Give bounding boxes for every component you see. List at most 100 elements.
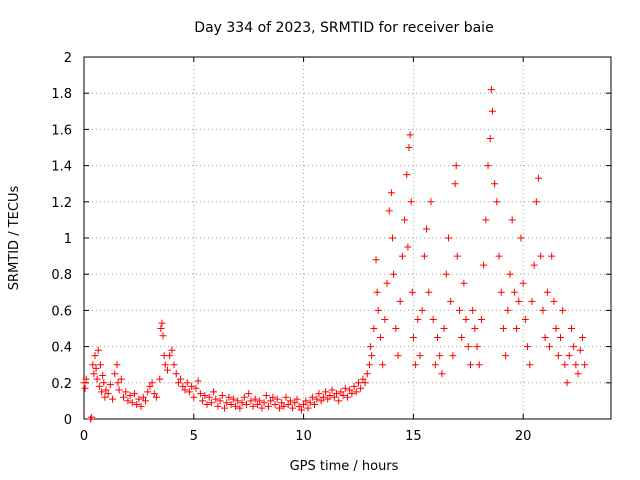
data-point	[398, 252, 406, 260]
data-point	[179, 382, 187, 390]
data-point	[87, 415, 95, 423]
x-tick-labels: 0 5 10 15 20	[80, 429, 532, 444]
data-point	[396, 297, 404, 305]
data-point	[354, 379, 362, 387]
data-point	[392, 325, 400, 332]
data-point	[466, 361, 474, 369]
data-point	[381, 315, 389, 323]
data-point	[445, 234, 453, 242]
data-point	[273, 395, 281, 403]
data-point	[94, 346, 102, 354]
data-point	[499, 325, 507, 332]
data-point	[484, 162, 492, 170]
data-point	[225, 393, 233, 401]
y-tick-label: 0.6	[51, 304, 72, 319]
data-point	[317, 397, 325, 405]
data-point	[335, 397, 343, 405]
data-points	[80, 86, 589, 423]
data-point	[251, 395, 259, 403]
data-point	[409, 334, 417, 342]
data-point	[412, 361, 420, 369]
data-point	[90, 370, 98, 378]
data-point	[275, 404, 283, 412]
data-point	[451, 180, 459, 188]
data-point	[174, 379, 182, 387]
data-point	[420, 252, 428, 260]
data-point	[487, 86, 495, 94]
data-point	[223, 399, 231, 407]
y-tick-label: 0.2	[51, 377, 72, 392]
data-point	[372, 256, 380, 264]
data-point	[563, 379, 571, 387]
data-point	[348, 390, 356, 398]
data-point	[232, 402, 240, 410]
data-point	[267, 397, 275, 405]
data-point	[361, 379, 369, 387]
data-point	[418, 306, 426, 314]
data-point	[434, 334, 442, 342]
data-point	[552, 325, 560, 332]
data-point	[374, 306, 382, 314]
data-point	[168, 346, 176, 354]
data-point	[99, 372, 107, 380]
data-point	[376, 334, 384, 342]
y-tick-label: 1	[64, 232, 72, 247]
data-point	[293, 395, 301, 403]
data-point	[495, 252, 503, 260]
data-point	[291, 399, 299, 407]
data-point	[128, 399, 136, 407]
data-point	[156, 375, 164, 383]
data-point	[515, 297, 523, 305]
data-point	[113, 361, 121, 369]
data-point	[408, 288, 416, 296]
data-point	[438, 370, 446, 378]
data-point	[249, 402, 257, 410]
data-point	[240, 393, 248, 401]
data-point	[163, 366, 171, 374]
data-point	[302, 397, 310, 405]
data-point	[469, 306, 477, 314]
data-point	[493, 198, 501, 206]
data-point	[196, 390, 204, 398]
data-point	[352, 388, 360, 396]
data-point	[297, 406, 305, 414]
data-point	[100, 379, 108, 387]
data-point	[188, 382, 196, 390]
data-point	[216, 397, 224, 405]
data-point	[379, 361, 387, 369]
data-point	[543, 288, 551, 296]
data-point	[91, 352, 99, 360]
data-point	[144, 388, 152, 396]
data-point	[556, 334, 564, 342]
data-point	[229, 395, 237, 403]
data-point	[242, 401, 250, 409]
data-point	[177, 375, 185, 383]
data-point	[271, 401, 279, 409]
data-point	[416, 352, 424, 360]
data-point	[269, 393, 277, 401]
data-point	[98, 388, 106, 396]
data-point	[295, 402, 303, 410]
data-point	[214, 402, 222, 410]
data-point	[210, 388, 218, 396]
data-point	[117, 375, 125, 383]
data-point	[548, 252, 556, 260]
data-point	[139, 393, 147, 401]
data-point	[504, 306, 512, 314]
data-point	[480, 261, 488, 269]
data-point	[373, 288, 381, 296]
data-point	[385, 207, 393, 215]
y-axis-label: SRMTID / TECUs	[7, 186, 22, 291]
data-point	[315, 390, 323, 398]
data-point	[440, 325, 448, 332]
data-point	[524, 343, 532, 351]
data-point	[194, 377, 202, 385]
data-point	[152, 393, 160, 401]
y-tick-label: 1.4	[51, 160, 72, 175]
y-tick-labels: 0 0.2 0.4 0.6 0.8 1 1.2 1.4 1.6 1.8 2	[51, 51, 72, 428]
data-point	[161, 361, 169, 369]
data-point	[567, 325, 575, 332]
data-point	[234, 397, 242, 405]
